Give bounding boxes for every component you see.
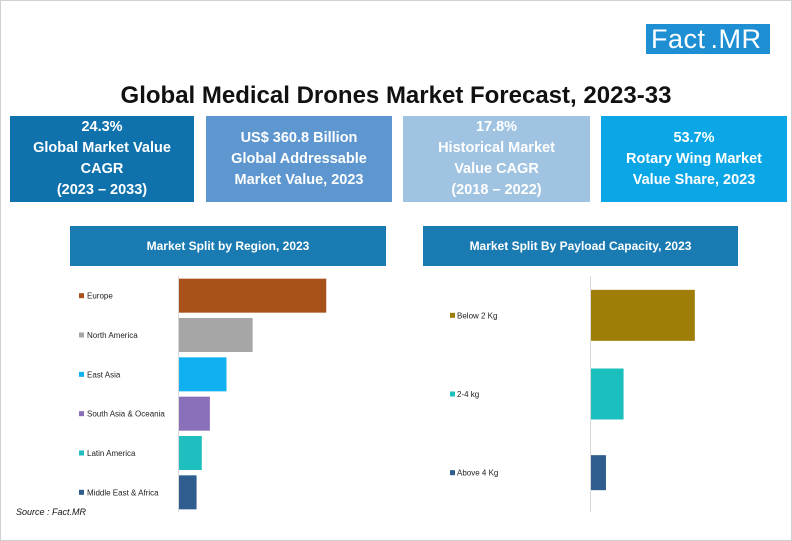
category-label: South Asia & Oceania <box>87 410 165 419</box>
kpi-line: Global Addressable <box>231 150 367 167</box>
category-label: North America <box>87 331 138 340</box>
category-label: Middle East & Africa <box>87 488 159 497</box>
kpi-card-market-cagr: 24.3% Global Market Value CAGR (2023 – 2033… <box>10 116 194 202</box>
legend-marker <box>450 312 455 318</box>
category-label: Below 2 Kg <box>457 311 497 320</box>
bar <box>179 357 227 392</box>
payload-chart-title: Market Split By Payload Capacity, 2023 <box>423 226 738 266</box>
kpi-card-historical-cagr: 17.8% Historical Market Value CAGR (2018 – … <box>403 116 590 202</box>
bar <box>179 396 210 431</box>
legend-marker <box>79 332 84 338</box>
source-note: Source : Fact.MR <box>16 507 87 517</box>
kpi-line: CAGR <box>80 161 124 177</box>
factmr-logo: Fact .MR <box>646 24 770 54</box>
kpi-line: Value Share, 2023 <box>632 171 756 188</box>
bar <box>179 475 197 510</box>
kpi-line: Rotary Wing Market <box>625 150 763 167</box>
legend-marker <box>450 391 455 397</box>
kpi-line: Value CAGR <box>454 161 539 177</box>
kpi-card-rotary-wing-share: 53.7% Rotary Wing Market Value Share, 2023 <box>601 116 787 202</box>
kpi-line: Global Market Value <box>33 140 171 156</box>
bar <box>179 278 327 313</box>
kpi-line: US$ 360.8 Billion <box>240 129 358 146</box>
category-label: 2-4 kg <box>457 390 479 399</box>
category-label: Europe <box>87 292 113 301</box>
kpi-line: Historical Market <box>438 140 555 156</box>
logo-text-mr: .MR <box>710 23 762 54</box>
legend-marker <box>79 450 84 456</box>
logo-text-fact: Fact <box>651 23 706 54</box>
category-label: Above 4 Kg <box>457 469 498 478</box>
bar <box>591 368 624 420</box>
kpi-line: (2023 – 2033) <box>56 182 148 198</box>
kpi-line: 17.8% <box>475 119 518 135</box>
legend-marker <box>79 489 84 495</box>
category-label: East Asia <box>87 370 121 379</box>
kpi-card-addressable-value: US$ 360.8 Billion Global Addressable Marke… <box>206 116 392 202</box>
kpi-line: (2018 – 2022) <box>451 182 542 198</box>
bar <box>591 289 695 341</box>
kpi-line: Market Value, 2023 <box>234 171 364 188</box>
bar <box>179 318 253 352</box>
region-chart-title: Market Split by Region, 2023 <box>70 226 386 266</box>
bar <box>591 455 606 491</box>
legend-marker <box>79 371 84 377</box>
page-title: Global Medical Drones Market Forecast, 2… <box>120 82 672 109</box>
category-label: Latin America <box>87 449 136 458</box>
kpi-line: 24.3% <box>81 119 123 135</box>
bar <box>179 436 202 470</box>
legend-marker <box>79 411 84 417</box>
kpi-line: 53.7% <box>673 129 715 146</box>
legend-marker <box>450 470 455 476</box>
legend-marker <box>79 293 84 299</box>
